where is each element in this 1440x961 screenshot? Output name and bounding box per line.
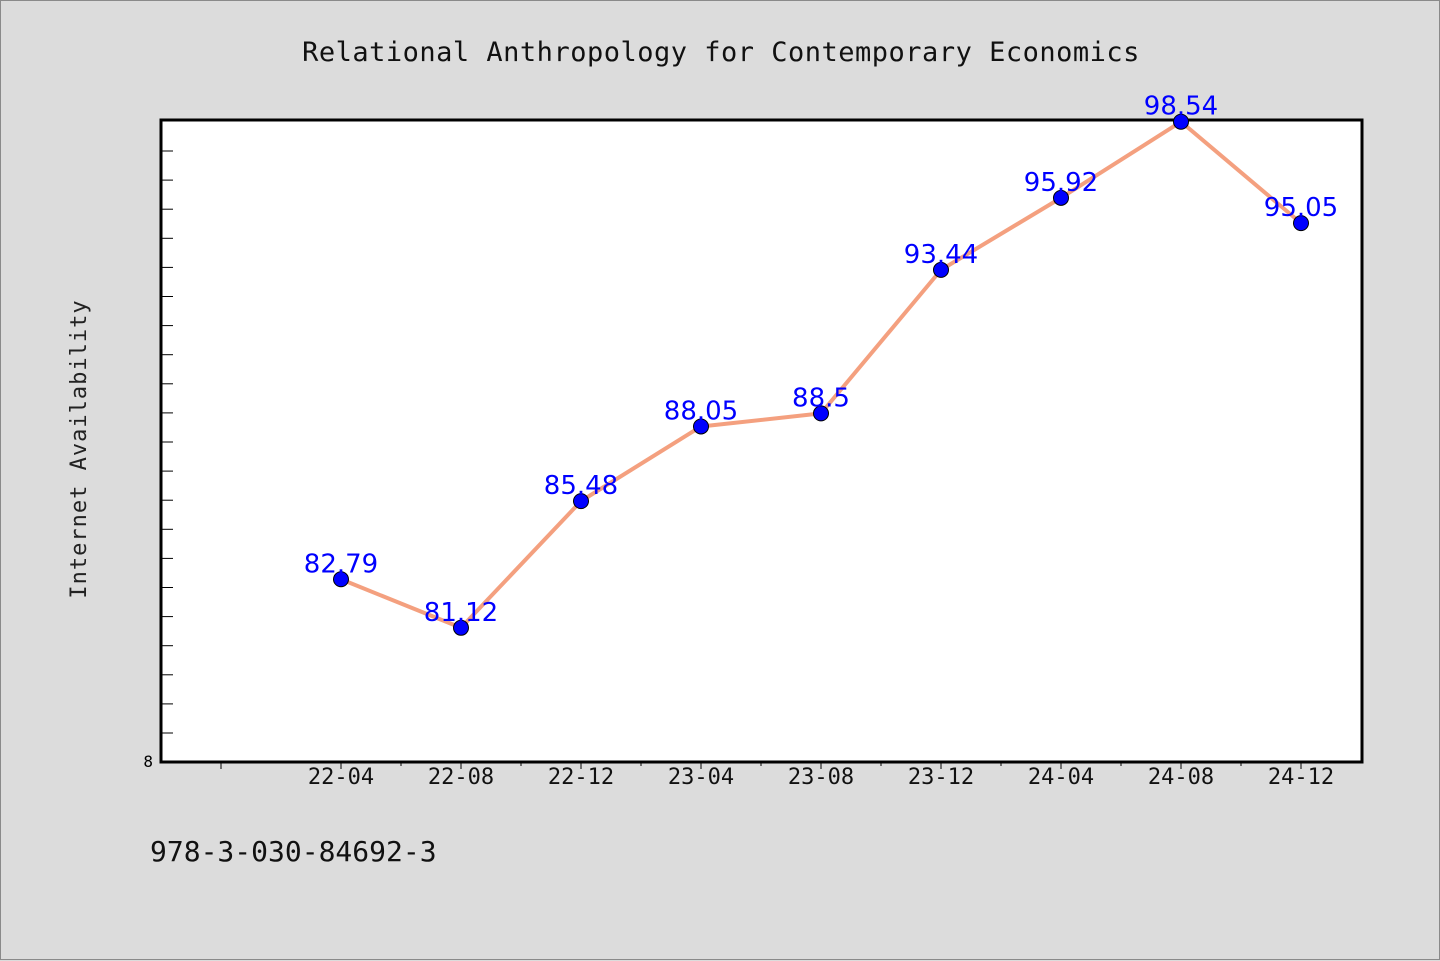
y-tick-label: 8 xyxy=(143,752,153,771)
y-axis-ticks xyxy=(161,150,173,734)
x-tick-label: 24-08 xyxy=(1148,765,1214,790)
x-tick-label: 23-08 xyxy=(788,765,854,790)
data-label: 93.44 xyxy=(904,240,978,270)
x-tick-label: 23-12 xyxy=(908,765,974,790)
chart-title: Relational Anthropology for Contemporary… xyxy=(302,37,1140,68)
data-point xyxy=(453,619,469,636)
data-label: 82.79 xyxy=(304,549,378,579)
data-point xyxy=(573,493,589,510)
data-label: 98.54 xyxy=(1144,92,1218,122)
x-tick-label: 22-08 xyxy=(428,765,494,790)
data-point xyxy=(933,261,949,278)
data-label: 95.92 xyxy=(1024,168,1098,198)
data-point xyxy=(1293,215,1309,232)
data-label: 81.12 xyxy=(424,598,498,628)
x-tick-label: 22-04 xyxy=(308,765,374,790)
data-point xyxy=(693,418,709,435)
data-point xyxy=(1053,189,1069,206)
data-label: 85.48 xyxy=(544,471,618,501)
x-tick-label: 24-12 xyxy=(1268,765,1334,790)
data-point xyxy=(333,571,349,588)
data-label: 88.5 xyxy=(792,383,850,413)
data-point xyxy=(813,405,829,422)
isbn-footer: 978-3-030-84692-3 xyxy=(150,835,437,868)
plot-area xyxy=(159,118,1364,764)
data-point xyxy=(1173,113,1189,130)
x-tick-label: 23-04 xyxy=(668,765,734,790)
x-axis-ticks: 22-04 22-08 22-12 23-04 23-08 23-12 24-04 24-08… xyxy=(220,762,1334,790)
data-label: 88.05 xyxy=(664,396,738,426)
data-label: 95.05 xyxy=(1264,193,1338,223)
x-tick-label: 22-12 xyxy=(548,765,614,790)
x-tick-label: 24-04 xyxy=(1028,765,1094,790)
y-axis-label: Internet Availability xyxy=(67,299,92,598)
series-layer: 82.79 81.12 85.48 88.05 88.5 93.44 95.92 98.54 9… xyxy=(304,92,1338,636)
